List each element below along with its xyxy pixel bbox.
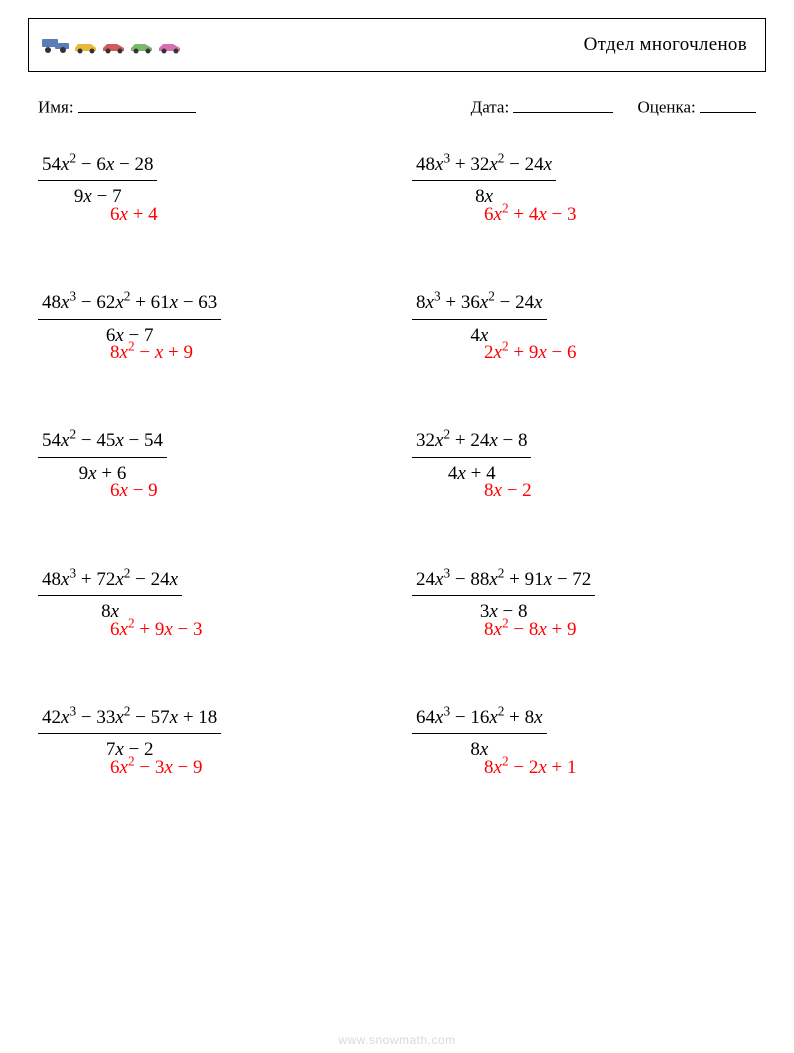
meta-row: Имя: Дата: Оценка: — [38, 94, 756, 118]
fraction: 64x3 − 16x2 + 8x8x — [412, 705, 547, 763]
answer: 2x2 + 9x − 6 — [484, 342, 576, 364]
problem: 64x3 − 16x2 + 8x8x8x2 − 2x + 1 — [412, 705, 756, 763]
numerator: 32x2 + 24x − 8 — [412, 428, 531, 458]
answer: 8x2 − 8x + 9 — [484, 619, 576, 641]
numerator: 54x2 − 6x − 28 — [38, 152, 157, 182]
numerator: 48x3 + 72x2 − 24x — [38, 567, 182, 597]
problem: 42x3 − 33x2 − 57x + 187x − 26x2 − 3x − 9 — [38, 705, 382, 763]
car-icon — [129, 40, 155, 54]
problem: 48x3 + 32x2 − 24x8x6x2 + 4x − 3 — [412, 152, 756, 210]
header-cars-icon — [41, 36, 183, 54]
name-field: Имя: — [38, 94, 196, 118]
grade-label: Оценка: — [637, 98, 695, 117]
answer: 8x − 2 — [484, 480, 532, 502]
problems-grid: 54x2 − 6x − 289x − 76x + 4 48x3 + 32x2 − … — [38, 152, 756, 763]
problem: 32x2 + 24x − 84x + 48x − 2 — [412, 428, 756, 486]
grade-blank[interactable] — [700, 94, 756, 113]
numerator: 64x3 − 16x2 + 8x — [412, 705, 547, 735]
date-field: Дата: — [471, 94, 614, 118]
worksheet-title: Отдел многочленов — [584, 34, 753, 56]
problem: 24x3 − 88x2 + 91x − 723x − 88x2 − 8x + 9 — [412, 567, 756, 625]
answer: 6x2 + 4x − 3 — [484, 204, 576, 226]
car-icon — [101, 40, 127, 54]
answer: 6x − 9 — [110, 480, 158, 502]
problem: 48x3 + 72x2 − 24x8x6x2 + 9x − 3 — [38, 567, 382, 625]
date-blank[interactable] — [513, 94, 613, 113]
fraction: 8x3 + 36x2 − 24x4x — [412, 290, 547, 348]
footer-watermark: www.snowmath.com — [0, 1033, 794, 1047]
numerator: 54x2 − 45x − 54 — [38, 428, 167, 458]
numerator: 24x3 − 88x2 + 91x − 72 — [412, 567, 595, 597]
name-blank[interactable] — [78, 94, 196, 113]
answer: 8x2 − x + 9 — [110, 342, 193, 364]
car-icon — [73, 40, 99, 54]
name-label: Имя: — [38, 98, 74, 117]
numerator: 48x3 − 62x2 + 61x − 63 — [38, 290, 221, 320]
problem: 54x2 − 6x − 289x − 76x + 4 — [38, 152, 382, 210]
answer: 6x2 − 3x − 9 — [110, 757, 202, 779]
answer: 6x + 4 — [110, 204, 158, 226]
worksheet-header: Отдел многочленов — [28, 18, 766, 72]
car-icon — [157, 40, 183, 54]
numerator: 42x3 − 33x2 − 57x + 18 — [38, 705, 221, 735]
problem: 54x2 − 45x − 549x + 66x − 9 — [38, 428, 382, 486]
fraction: 54x2 − 6x − 289x − 7 — [38, 152, 157, 210]
fraction: 48x3 + 72x2 − 24x8x — [38, 567, 182, 625]
problem: 48x3 − 62x2 + 61x − 636x − 78x2 − x + 9 — [38, 290, 382, 348]
problem: 8x3 + 36x2 − 24x4x2x2 + 9x − 6 — [412, 290, 756, 348]
numerator: 48x3 + 32x2 − 24x — [412, 152, 556, 182]
car-icon — [41, 36, 71, 54]
fraction: 48x3 + 32x2 − 24x8x — [412, 152, 556, 210]
answer: 6x2 + 9x − 3 — [110, 619, 202, 641]
date-label: Дата: — [471, 98, 510, 117]
answer: 8x2 − 2x + 1 — [484, 757, 576, 779]
fraction: 32x2 + 24x − 84x + 4 — [412, 428, 531, 486]
grade-field: Оценка: — [637, 94, 756, 118]
numerator: 8x3 + 36x2 − 24x — [412, 290, 547, 320]
fraction: 54x2 − 45x − 549x + 6 — [38, 428, 167, 486]
